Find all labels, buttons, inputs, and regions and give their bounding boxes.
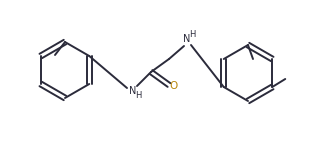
Text: N: N	[129, 86, 137, 96]
Text: N: N	[183, 34, 191, 44]
Text: H: H	[189, 30, 195, 38]
Text: H: H	[135, 90, 141, 100]
Text: O: O	[170, 81, 178, 91]
